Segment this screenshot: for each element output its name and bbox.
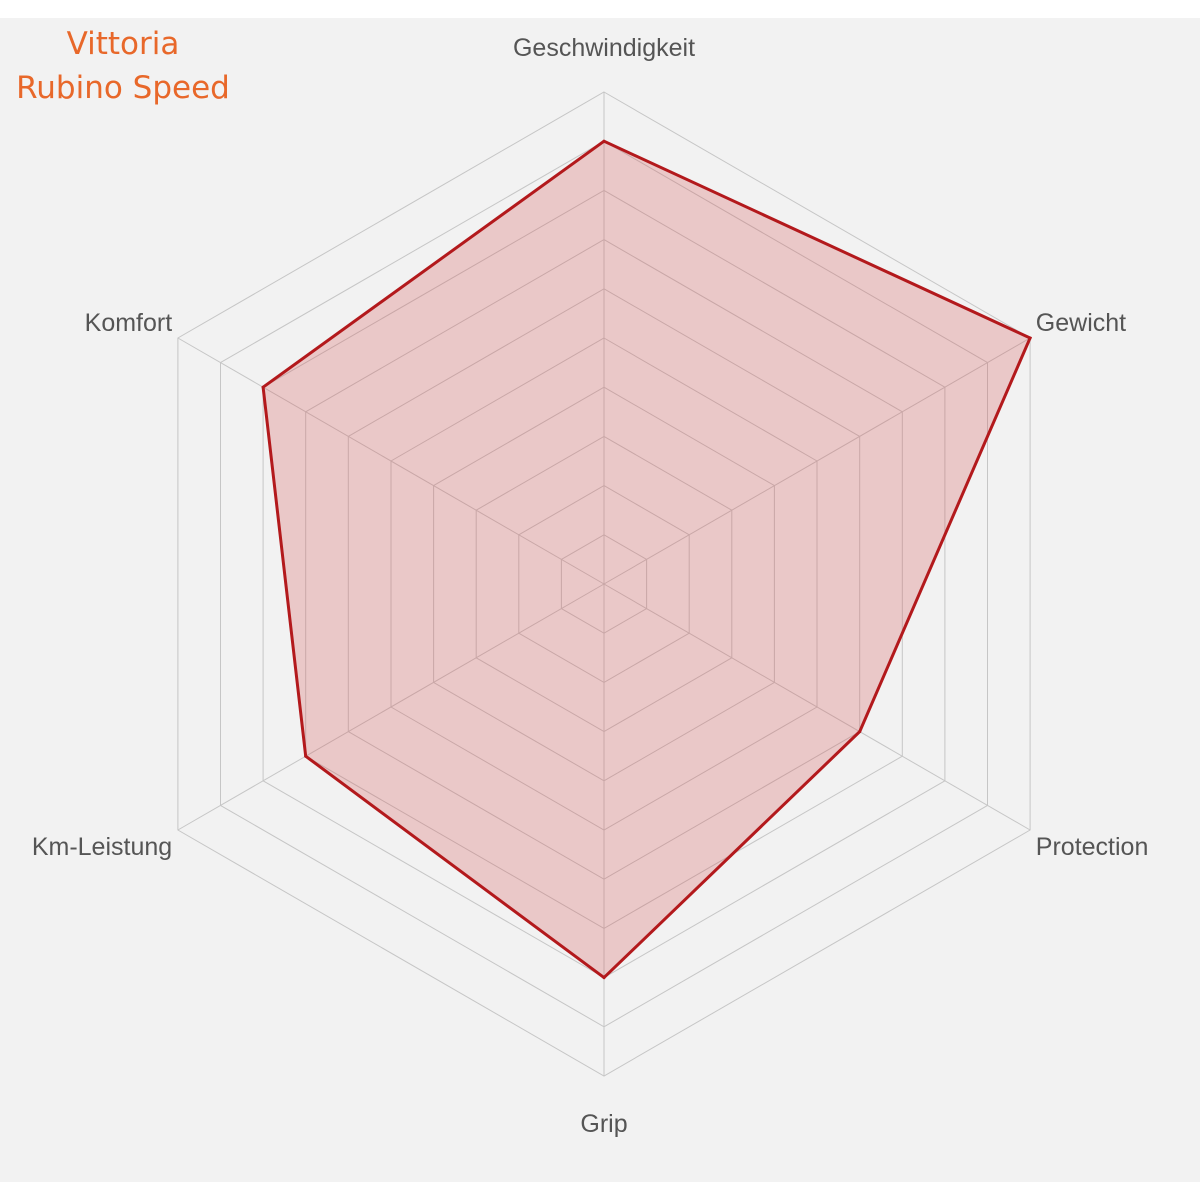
radar-series-layer [261, 139, 1033, 980]
data-point-grip [602, 976, 606, 980]
axis-label-protection: Protection [1036, 833, 1149, 861]
axis-label-geschwindigkeit: Geschwindigkeit [513, 34, 695, 62]
axis-label-gewicht: Gewicht [1036, 309, 1126, 337]
axis-label-grip: Grip [580, 1110, 627, 1138]
chart-background [0, 18, 1200, 1182]
data-point-geschwindigkeit [602, 139, 606, 143]
chart-title-brand: Vittoria [66, 26, 180, 62]
chart-title: Vittoria Rubino Speed [0, 22, 246, 110]
data-point-protection [858, 730, 862, 734]
series-area [261, 139, 1033, 980]
axis-label-km-leistung: Km-Leistung [32, 833, 172, 861]
data-point-gewicht [1028, 336, 1032, 340]
grid-spoke [177, 583, 605, 831]
chart-title-model: Rubino Speed [16, 70, 230, 106]
data-point-km-leistung [304, 754, 308, 758]
radar-axis-labels: Geschwindigkeit Gewicht Protection Grip Km-L… [32, 34, 1149, 1138]
data-point-komfort [261, 385, 265, 389]
grid-spoke [603, 583, 1031, 831]
grid-spoke [177, 337, 605, 585]
grid-spoke [603, 337, 1031, 585]
axis-label-komfort: Komfort [85, 309, 173, 337]
